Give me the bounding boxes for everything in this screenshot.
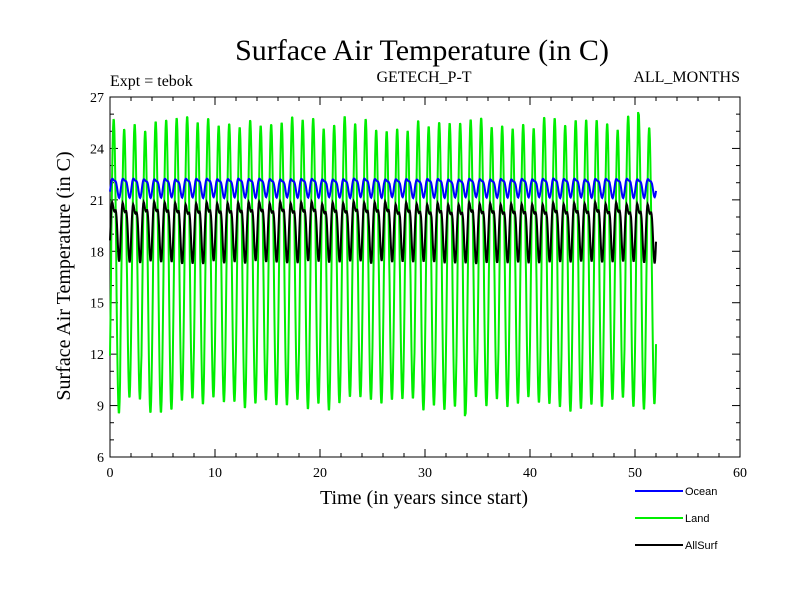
legend-label-land: Land — [685, 513, 709, 525]
x-tick-label: 10 — [208, 466, 222, 481]
experiment-label: Expt = tebok — [110, 73, 193, 90]
series-line-allsurf — [109, 198, 657, 265]
y-axis-label: Surface Air Temperature (in C) — [53, 151, 75, 400]
axis-ticks: 0 10 20 30 40 50 60 6 9 12 15 18 21 24 27 — [90, 91, 747, 481]
y-tick-label: 27 — [90, 91, 104, 106]
legend-label-ocean: Ocean — [685, 486, 717, 498]
y-tick-label: 15 — [90, 297, 104, 312]
series-line-land — [109, 111, 657, 417]
x-tick-label: 30 — [418, 466, 432, 481]
y-tick-label: 24 — [90, 142, 104, 157]
y-tick-label: 21 — [90, 194, 104, 209]
y-tick-label: 6 — [97, 451, 104, 466]
months-label: ALL_MONTHS — [633, 69, 740, 86]
chart-title: Surface Air Temperature (in C) — [235, 34, 609, 67]
x-tick-label: 50 — [628, 466, 642, 481]
legend: Ocean Land AllSurf — [635, 486, 718, 552]
y-tick-label: 9 — [97, 400, 104, 415]
series-line-ocean — [109, 177, 657, 200]
x-axis-label: Time (in years since start) — [320, 487, 528, 509]
legend-label-allsurf: AllSurf — [685, 540, 718, 552]
y-tick-label: 18 — [90, 245, 104, 260]
dataset-label: GETECH_P-T — [376, 69, 471, 86]
y-tick-label: 12 — [90, 348, 104, 363]
x-tick-label: 40 — [523, 466, 537, 481]
x-tick-label: 60 — [733, 466, 747, 481]
x-tick-label: 0 — [107, 466, 114, 481]
x-tick-label: 20 — [313, 466, 327, 481]
series-lines — [109, 111, 657, 417]
